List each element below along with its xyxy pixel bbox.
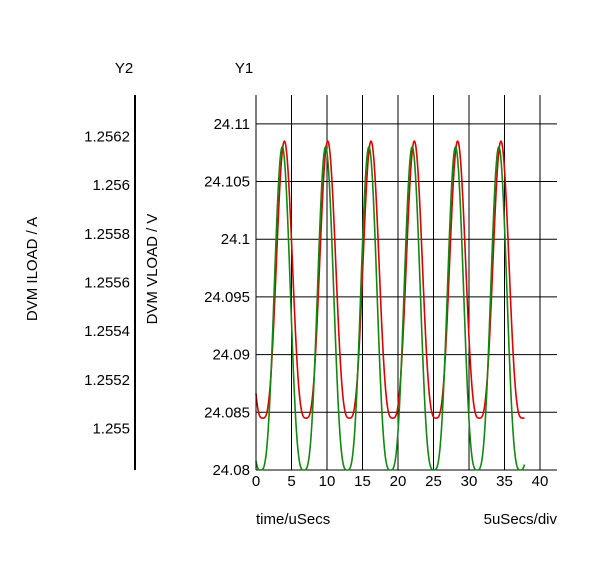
x-tick-label: 5 bbox=[287, 473, 295, 490]
y2-axis-title: Y2 bbox=[115, 60, 133, 77]
y2-tick-label: 1.2562 bbox=[84, 128, 130, 145]
x-tick-labels: 0 5 10 15 20 25 30 35 40 bbox=[252, 473, 549, 490]
x-tick-label: 25 bbox=[425, 473, 442, 490]
series-line-2 bbox=[255, 145, 526, 471]
x-tick-label: 15 bbox=[354, 473, 371, 490]
y2-tick-label: 1.255 bbox=[92, 421, 130, 438]
y1-tick-label: 24.1 bbox=[221, 231, 250, 248]
y2-tick-label: 1.2556 bbox=[84, 275, 130, 292]
x-tick-label: 30 bbox=[461, 473, 478, 490]
y1-label: DVM VLOAD / V bbox=[144, 214, 161, 325]
x-tick-label: 10 bbox=[319, 473, 336, 490]
x-tick-label: 0 bbox=[252, 473, 260, 490]
y2-tick-label: 1.256 bbox=[92, 177, 130, 194]
y2-tick-label: 1.2554 bbox=[84, 323, 130, 340]
y2-label: DVM ILOAD / A bbox=[24, 217, 41, 321]
y1-tick-labels: 24.08 24.085 24.09 24.095 24.1 24.105 24.11 bbox=[204, 116, 250, 479]
y1-tick-label: 24.08 bbox=[212, 462, 250, 479]
y1-tick-label: 24.09 bbox=[212, 347, 250, 364]
series-group bbox=[255, 140, 526, 471]
y1-axis-title: Y1 bbox=[235, 60, 253, 77]
x-tick-label: 20 bbox=[390, 473, 407, 490]
x-tick-label: 35 bbox=[496, 473, 513, 490]
y1-tick-label: 24.095 bbox=[204, 289, 250, 306]
y1-tick-label: 24.11 bbox=[214, 116, 250, 133]
x-label: time/uSecs bbox=[256, 511, 330, 528]
y2-tick-label: 1.2558 bbox=[84, 226, 130, 243]
x-scale-note: 5uSecs/div bbox=[484, 511, 558, 528]
y2-tick-label: 1.2552 bbox=[84, 372, 130, 389]
x-tick-label: 40 bbox=[532, 473, 549, 490]
y1-tick-label: 24.085 bbox=[204, 404, 250, 421]
y1-tick-label: 24.105 bbox=[204, 174, 250, 191]
y2-tick-labels: 1.255 1.2552 1.2554 1.2556 1.2558 1.256 1.2562 bbox=[84, 128, 130, 437]
series-line-1 bbox=[255, 140, 525, 419]
